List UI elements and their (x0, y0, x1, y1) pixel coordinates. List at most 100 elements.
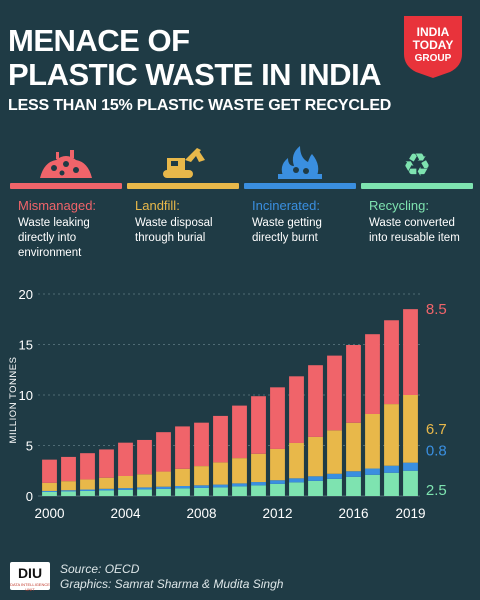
bar-segment-mismanaged-2000 (42, 459, 57, 483)
bar-segment-incinerated-2006 (156, 486, 171, 489)
bar-segment-incinerated-2004 (118, 488, 133, 490)
x-tick-label: 2012 (262, 506, 292, 521)
bar-segment-recycling-2018 (384, 472, 399, 496)
svg-text:♻: ♻ (403, 146, 432, 182)
x-tick-label: 2004 (110, 506, 141, 521)
bar-segment-landfill-2010 (232, 458, 247, 484)
excavator-icon (163, 148, 205, 178)
category-description: Waste converted into reusable item (369, 217, 460, 244)
bar-segment-landfill-2007 (175, 468, 190, 487)
logo-line-3: GROUP (415, 53, 452, 64)
category-color-bar (361, 183, 473, 189)
bar-segment-mismanaged-2011 (251, 396, 266, 454)
end-value-label: 6.7 (426, 421, 447, 438)
bar-segment-recycling-2010 (232, 486, 247, 496)
category-description: Waste getting directly burnt (252, 217, 322, 244)
bar-segment-mismanaged-2003 (99, 449, 114, 478)
logo-line-2: TODAY (413, 38, 454, 52)
bar-segment-recycling-2014 (308, 480, 323, 496)
recycle-icon: ♻ (403, 146, 432, 182)
bar-segment-recycling-2000 (42, 491, 57, 496)
logo-line-1: INDIA (417, 25, 450, 39)
title-line-1: MENACE OF (8, 23, 190, 58)
bar-segment-mismanaged-2010 (232, 405, 247, 459)
bar-segment-mismanaged-2017 (365, 334, 380, 414)
bar-segment-mismanaged-2013 (289, 376, 304, 443)
bar-segment-incinerated-2016 (346, 471, 361, 477)
source-credits: Source: OECD Graphics: Samrat Sharma & M… (60, 562, 283, 592)
fire-icon (278, 146, 322, 179)
bar-segment-mismanaged-2012 (270, 387, 285, 449)
bar-segment-recycling-2007 (175, 488, 190, 496)
bar-segment-recycling-2008 (194, 487, 209, 496)
end-value-label: 8.5 (426, 301, 447, 318)
category-description: Waste leaking directly into environment (18, 217, 90, 259)
end-value-label: 0.8 (426, 443, 447, 460)
y-axis-label: MILLION TONNES (8, 357, 19, 444)
y-tick-label: 15 (19, 338, 33, 353)
stacked-bar-chart: 0 5 10 15 20 MILLION TONNES 2000 2004 2008 2012 20… (8, 287, 447, 521)
bar-segment-landfill-2014 (308, 436, 323, 477)
bar-segment-landfill-2003 (99, 477, 114, 489)
source-text: Source: OECD (60, 562, 140, 576)
category-name: Landfill: (135, 198, 180, 213)
x-tick-label: 2008 (186, 506, 216, 521)
bar-segment-mismanaged-2016 (346, 345, 361, 423)
waste-pile-icon (40, 150, 92, 178)
bar-segment-incinerated-2015 (327, 473, 342, 479)
bar-segment-incinerated-2018 (384, 465, 399, 473)
bar-segment-landfill-2017 (365, 413, 380, 469)
category-description: Waste disposal through burial (135, 217, 213, 244)
bar-segment-landfill-2001 (61, 481, 76, 491)
bar-segment-incinerated-2013 (289, 478, 304, 483)
bar-segment-incinerated-2010 (232, 483, 247, 487)
bar-segment-incinerated-2005 (137, 487, 152, 490)
bar-segment-incinerated-2001 (61, 490, 76, 492)
page-subtitle: LESS THAN 15% PLASTIC WASTE GET RECYCLED (8, 97, 392, 114)
x-tick-label: 2000 (34, 506, 64, 521)
bar-segment-incinerated-2009 (213, 484, 228, 488)
bar-segment-landfill-2011 (251, 453, 266, 483)
bar-segment-landfill-2002 (80, 479, 95, 490)
bar-segment-recycling-2002 (80, 490, 95, 496)
bar-segment-recycling-2016 (346, 476, 361, 496)
bar-segment-incinerated-2003 (99, 488, 114, 491)
bar-segment-landfill-2012 (270, 448, 285, 481)
bar-segment-landfill-2018 (384, 404, 399, 466)
bar-segment-mismanaged-2002 (80, 453, 95, 480)
bar-segment-landfill-2006 (156, 471, 171, 487)
category-color-bar (244, 183, 356, 189)
diu-logo-text: DIU (17, 565, 43, 581)
bar-segment-incinerated-2000 (42, 490, 57, 492)
bar-segment-mismanaged-2006 (156, 432, 171, 472)
bar-segment-recycling-2012 (270, 483, 285, 496)
bar-segment-mismanaged-2004 (118, 442, 133, 477)
bar-segment-recycling-2004 (118, 489, 133, 496)
bar-segment-landfill-2005 (137, 474, 152, 488)
bar-segment-incinerated-2014 (308, 476, 323, 481)
bar-segment-mismanaged-2018 (384, 320, 399, 405)
bar-segment-recycling-2015 (327, 478, 342, 496)
category-name: Recycling: (369, 198, 429, 213)
title-line-2: PLASTIC WASTE IN INDIA (8, 57, 382, 92)
bar-segment-mismanaged-2019 (403, 309, 418, 395)
bar-segment-mismanaged-2001 (61, 456, 76, 482)
diu-logo-subtext: DATA INTELLIGENCE UNIT (10, 582, 50, 592)
bar-segment-incinerated-2011 (251, 482, 266, 486)
bar-segment-mismanaged-2015 (327, 355, 342, 431)
bar-segment-landfill-2004 (118, 476, 133, 489)
india-today-logo: INDIA TODAY GROUP (404, 16, 462, 78)
category-color-bar (10, 183, 122, 189)
bar-segment-mismanaged-2005 (137, 439, 152, 475)
y-tick-label: 0 (26, 489, 33, 504)
end-value-label: 2.5 (426, 482, 447, 499)
x-tick-label: 2016 (338, 506, 368, 521)
y-tick-label: 20 (19, 287, 33, 302)
bar-segment-recycling-2017 (365, 474, 380, 496)
graphics-credit: Graphics: Samrat Sharma & Mudita Singh (60, 577, 284, 591)
category-name: Mismanaged: (18, 198, 97, 213)
bar-segment-landfill-2019 (403, 395, 418, 463)
bar-segment-landfill-2013 (289, 442, 304, 479)
bar-segment-recycling-2001 (61, 491, 76, 496)
bar-segment-recycling-2013 (289, 482, 304, 496)
